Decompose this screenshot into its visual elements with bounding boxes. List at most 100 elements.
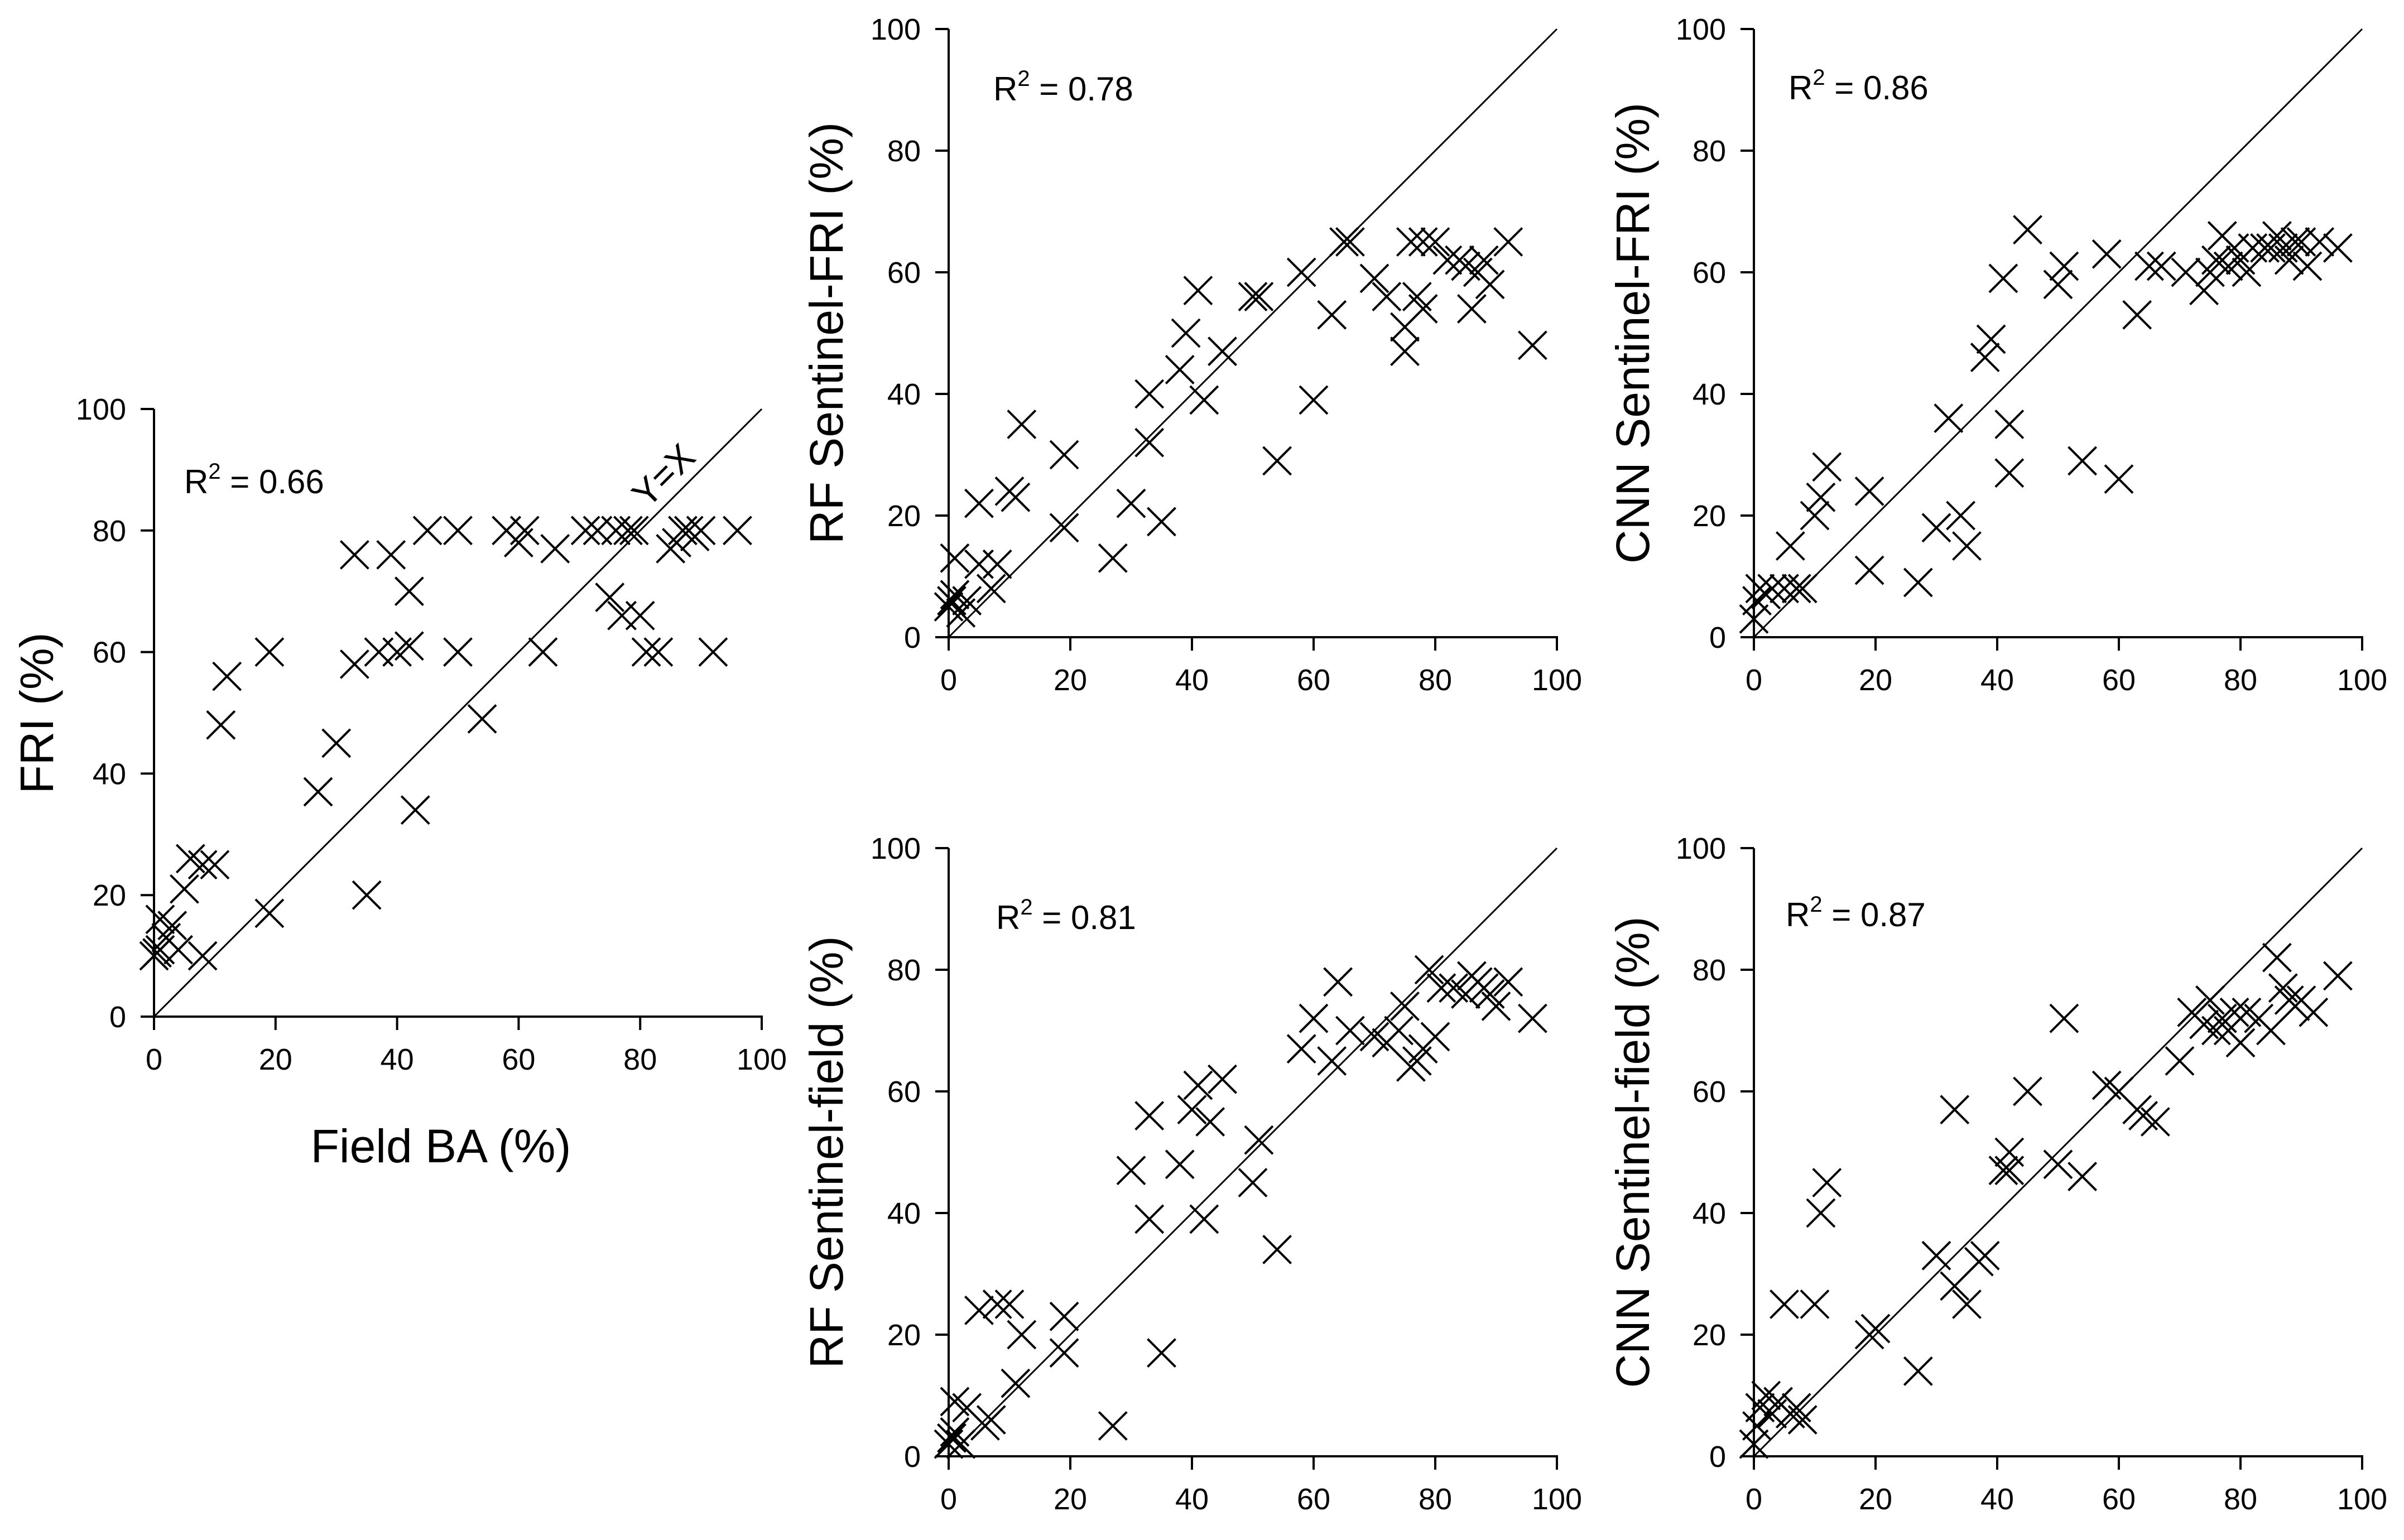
data-point — [164, 935, 193, 965]
x-tick-label: 60 — [502, 1043, 535, 1076]
y-tick-label: 0 — [1709, 1440, 1726, 1474]
data-point — [1299, 385, 1329, 415]
panel-fri: 0 20 40 60 80 100 0 20 40 60 80 100 R2 = 0.66 FRI (%)… — [11, 393, 787, 1172]
data-point — [1517, 330, 1547, 360]
data-point — [1812, 1168, 1842, 1197]
one-to-one-line — [948, 847, 1558, 1457]
data-point — [540, 534, 570, 564]
x-tick-label: 40 — [1175, 663, 1209, 697]
data-point — [2323, 961, 2353, 991]
data-point — [2104, 464, 2134, 494]
r-squared-prefix: R — [996, 899, 1020, 936]
data-point — [1007, 1320, 1037, 1350]
data-point — [1800, 1289, 1830, 1319]
x-tick-label: 40 — [1980, 663, 2014, 697]
data-point — [1134, 1101, 1165, 1131]
data-point — [1335, 1016, 1365, 1046]
y-tick-label: 100 — [76, 393, 126, 426]
data-point — [1903, 1356, 1933, 1386]
r-squared-label: R2 = 0.87 — [1786, 892, 1926, 933]
data-point — [2232, 257, 2262, 287]
r-squared-label: R2 = 0.78 — [993, 66, 1133, 108]
data-point — [2049, 1003, 2079, 1033]
data-point — [1854, 555, 1884, 585]
data-point — [1940, 1271, 1970, 1301]
data-point — [619, 516, 649, 546]
data-point — [1286, 257, 1316, 287]
data-point — [982, 549, 1012, 579]
data-point — [631, 637, 661, 667]
data-point — [1359, 263, 1389, 293]
data-point — [1940, 1095, 1970, 1125]
data-point — [1517, 1003, 1547, 1033]
data-point — [976, 1405, 1006, 1435]
data-point — [1952, 531, 1982, 561]
x-tick-label: 40 — [381, 1043, 414, 1076]
data-point — [2146, 251, 2176, 281]
data-point — [595, 583, 625, 613]
data-point — [2134, 251, 2164, 281]
data-point — [1493, 227, 1523, 257]
y-axis-title: RF Sentinel-field (%) — [800, 936, 853, 1369]
data-point — [1317, 1046, 1347, 1076]
data-point — [1408, 227, 1438, 257]
data-point — [1988, 263, 2018, 293]
data-point — [1946, 501, 1976, 531]
data-point — [1739, 1429, 1769, 1459]
y-tick-label: 100 — [871, 13, 921, 46]
y-tick-label: 80 — [887, 954, 921, 987]
data-point — [1001, 482, 1031, 512]
y-tick-label: 0 — [904, 621, 921, 654]
x-tick-label: 80 — [2224, 1483, 2257, 1516]
data-point — [686, 516, 716, 546]
x-tick-label: 100 — [1532, 663, 1582, 697]
y-tick-label: 80 — [1693, 134, 1726, 168]
data-point — [982, 1289, 1012, 1319]
data-point — [394, 576, 424, 607]
data-point — [1183, 1070, 1213, 1100]
data-point — [1481, 991, 1511, 1021]
data-point — [1116, 488, 1146, 518]
x-tick-label: 80 — [2224, 663, 2257, 697]
data-point — [352, 880, 382, 910]
data-point — [1238, 1168, 1268, 1197]
data-point — [1408, 293, 1438, 324]
data-point — [2068, 1162, 2098, 1192]
data-point — [2122, 300, 2152, 330]
x-tick-label: 100 — [737, 1043, 787, 1076]
one-to-one-line — [1753, 28, 2363, 638]
data-point — [528, 637, 558, 667]
data-point — [467, 704, 497, 734]
y-axis-title: CNN Sentinel-FRI (%) — [1607, 103, 1659, 564]
data-point — [723, 516, 752, 546]
data-point — [400, 795, 430, 825]
data-point — [1189, 385, 1219, 415]
data-point — [940, 543, 970, 573]
data-point — [443, 637, 473, 667]
y-tick-label: 0 — [109, 1000, 126, 1034]
data-point — [1742, 1411, 1772, 1441]
data-point — [613, 516, 643, 546]
data-point — [1183, 276, 1213, 306]
y-tick-label: 0 — [904, 1440, 921, 1474]
data-point — [698, 637, 728, 667]
data-point — [1177, 1095, 1207, 1125]
y-tick-label: 40 — [1693, 378, 1726, 411]
data-point — [254, 898, 285, 928]
y-tick-label: 100 — [871, 832, 921, 865]
r-squared-exponent: 2 — [1812, 65, 1825, 90]
data-point — [1390, 991, 1420, 1021]
data-point — [1171, 318, 1201, 348]
y-tick-label: 80 — [1693, 954, 1726, 987]
data-point — [1238, 282, 1268, 312]
data-point — [1384, 1016, 1414, 1046]
data-point — [2049, 251, 2079, 281]
data-point — [1299, 1003, 1329, 1033]
data-point — [1952, 1289, 1982, 1319]
y-tick-label: 60 — [1693, 256, 1726, 290]
data-point — [1934, 403, 1964, 434]
data-point — [339, 540, 369, 570]
x-tick-label: 0 — [940, 663, 957, 697]
y-tick-label: 20 — [93, 879, 126, 912]
